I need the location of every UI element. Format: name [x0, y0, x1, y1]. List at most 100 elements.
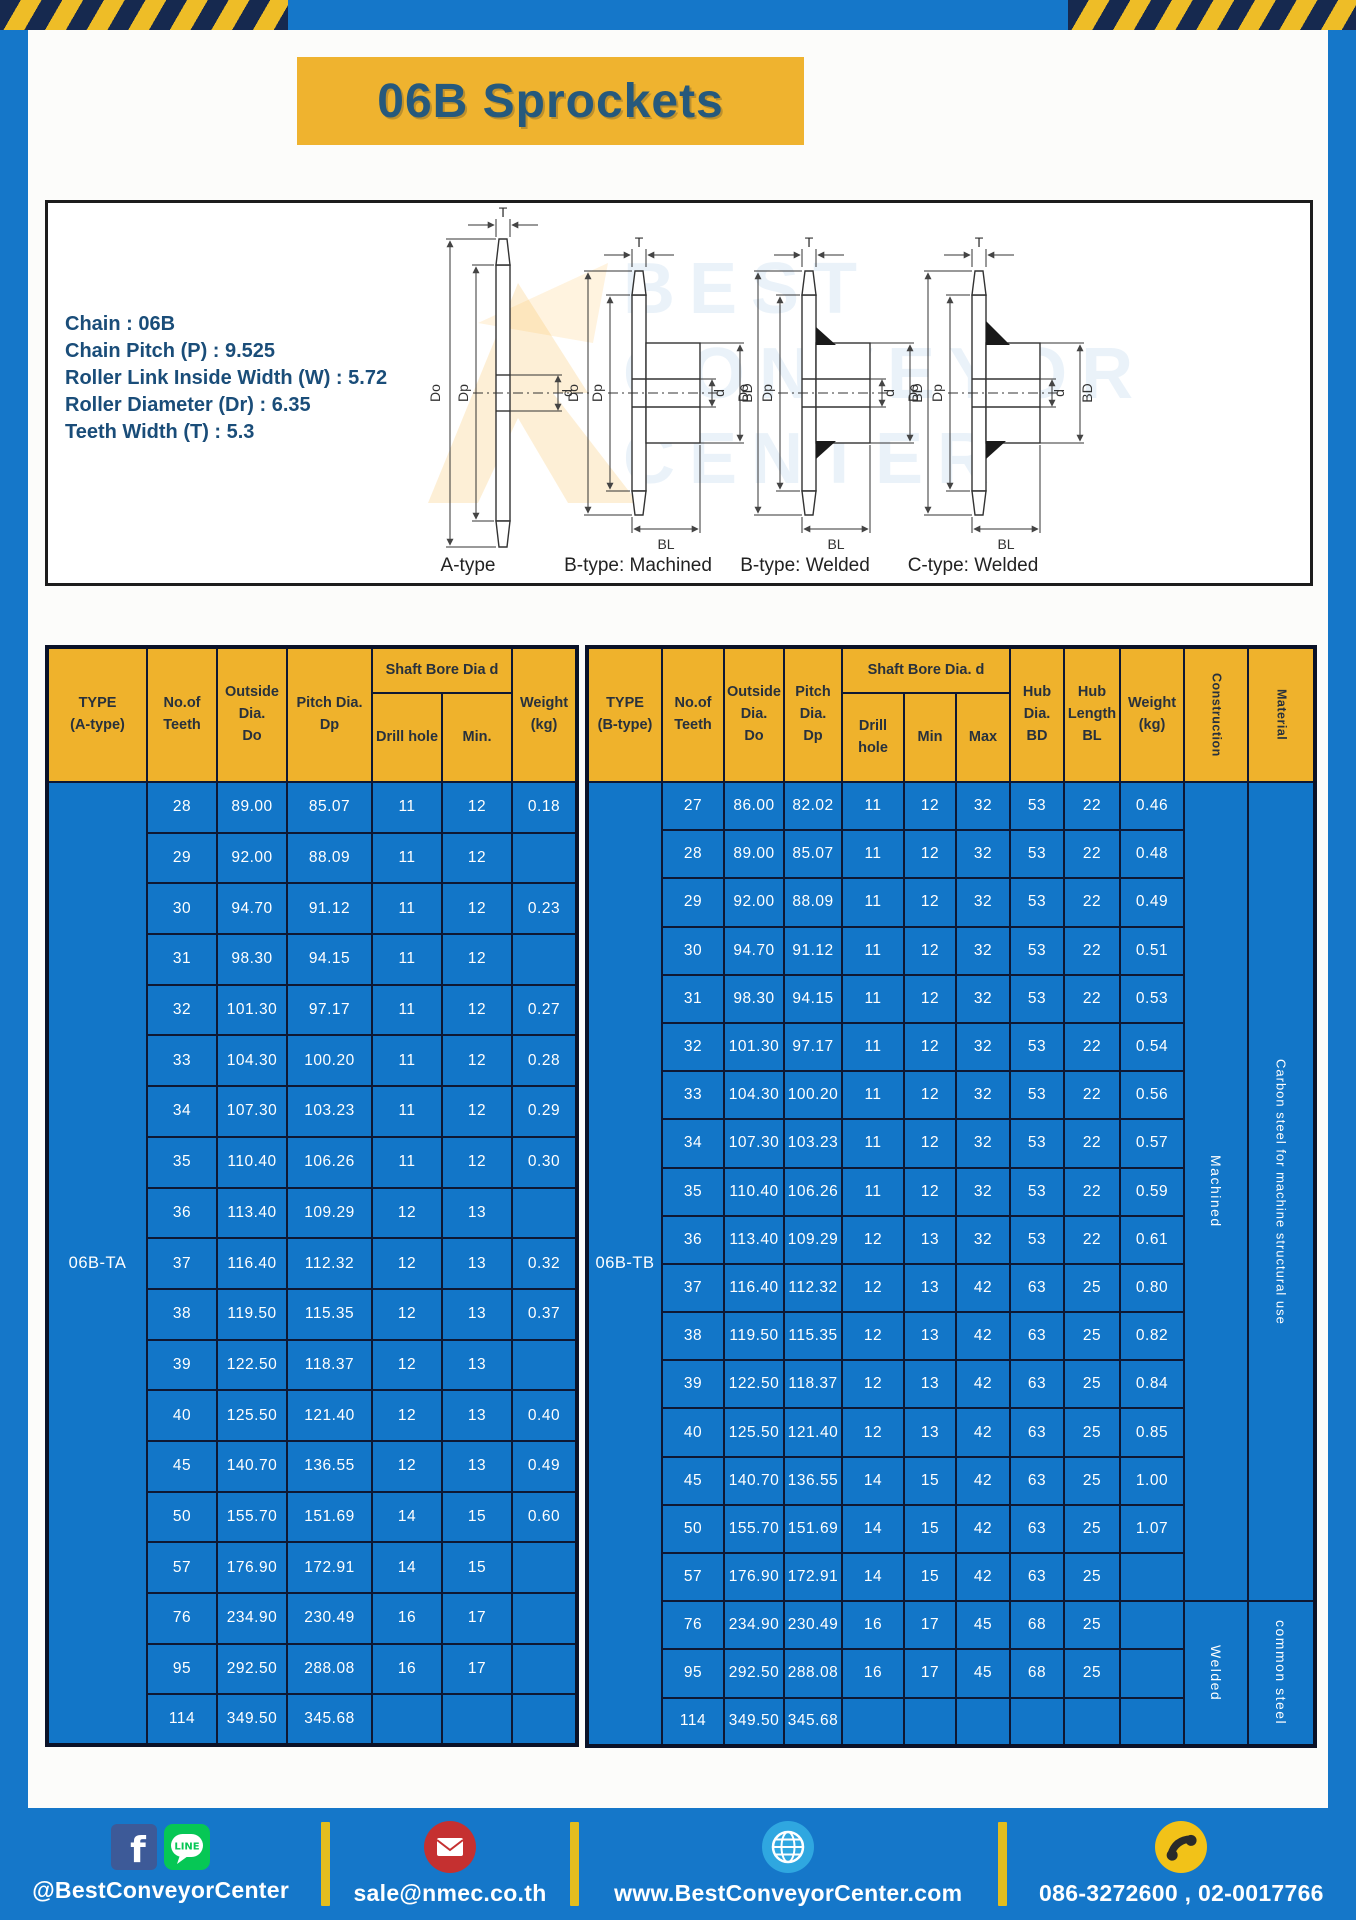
spec-teeth-width: Teeth Width (T) : 5.3 [65, 421, 255, 443]
table-cell: 25 [1063, 1455, 1121, 1506]
table-row: 31 98.30 94.15 11 12 32 53 22 0.53 [587, 973, 1315, 1024]
table-cell: 95 [146, 1642, 218, 1696]
table-cell: 34 [661, 1118, 725, 1169]
table-cell: 0.30 [511, 1135, 579, 1189]
table-row: 37 116.40 112.32 12 13 42 63 25 0.80 [587, 1262, 1315, 1314]
table-cell: 22 [1063, 1070, 1121, 1121]
table-cell: 100.20 [783, 1070, 843, 1121]
table-cell: 95 [661, 1648, 725, 1699]
table-cell: 17 [903, 1648, 957, 1699]
table-cell: 68 [1009, 1600, 1065, 1651]
table-cell: 151.69 [783, 1503, 843, 1555]
table-row: 50 155.70 151.69 14 15 42 63 25 1.07 [587, 1503, 1315, 1555]
table-cell: 292.50 [723, 1648, 785, 1699]
table-cell: 13 [903, 1214, 957, 1265]
table-cell: 11 [371, 831, 443, 885]
type-cell: 06B-TB [586, 781, 663, 1747]
table-cell [511, 1693, 579, 1747]
table-cell: 0.80 [1119, 1262, 1185, 1314]
table-cell: 0.85 [1119, 1407, 1185, 1458]
table-cell: 11 [371, 933, 443, 986]
table-row: 95 292.50 288.08 16 17 [47, 1642, 579, 1696]
table-cell: 91.12 [286, 882, 373, 936]
table-cell: 0.40 [511, 1389, 579, 1442]
table-cell [511, 831, 579, 885]
table-cell: 112.32 [286, 1237, 373, 1290]
table-cell: 345.68 [286, 1693, 373, 1747]
header-weight: Weight (kg) [1119, 646, 1185, 783]
table-cell: 25 [1063, 1359, 1121, 1410]
table-cell: 0.61 [1119, 1214, 1185, 1265]
table-cell: 0.60 [511, 1490, 579, 1544]
header-pitch-dia: Pitch Dia. Dp [783, 646, 843, 783]
watermark-line-1: BEST [623, 249, 871, 329]
table-cell: 76 [661, 1600, 725, 1651]
table-cell: 16 [371, 1592, 443, 1645]
table-cell: 11 [371, 1085, 443, 1138]
table-cell: 11 [841, 877, 905, 928]
table-cell: 38 [661, 1311, 725, 1362]
table-cell: 349.50 [723, 1696, 785, 1747]
table-cell: 118.37 [783, 1359, 843, 1410]
table-cell: 14 [371, 1541, 443, 1594]
table-cell: 230.49 [286, 1592, 373, 1645]
table-cell: 39 [661, 1359, 725, 1410]
table-cell: 12 [371, 1389, 443, 1442]
table-row: 35 110.40 106.26 11 12 0.30 [47, 1135, 579, 1189]
table-cell: 94.15 [783, 973, 843, 1024]
caption-a-type: A-type [440, 555, 496, 576]
table-cell: 57 [146, 1541, 218, 1594]
table-cell: 11 [841, 1118, 905, 1169]
table-cell: 32 [955, 925, 1011, 976]
table-cell: 115.35 [286, 1287, 373, 1341]
header-shaft-bore: Shaft Bore Dia d [370, 646, 514, 694]
title-banner: 06B Sprockets [297, 57, 804, 145]
table-cell: 119.50 [216, 1287, 288, 1341]
table-cell: 12 [440, 781, 514, 834]
table-cell: 155.70 [723, 1503, 785, 1555]
table-cell: 94.15 [286, 933, 373, 986]
table-cell: 345.68 [783, 1696, 843, 1747]
table-cell: 12 [903, 877, 957, 928]
svg-text:f: f [130, 1830, 146, 1870]
table-cell: 42 [955, 1262, 1011, 1314]
table-cell: 101.30 [723, 1021, 785, 1073]
table-cell: 11 [841, 1070, 905, 1121]
table-cell [1119, 1551, 1185, 1603]
sprocket-diagrams: T Do Dp d [427, 204, 1133, 583]
table-cell: 0.18 [511, 781, 579, 834]
table-cell: 25 [1063, 1262, 1121, 1314]
table-row: 76 234.90 230.49 16 17 45 68 25 Welded common ste… [587, 1600, 1316, 1747]
table-cell [1119, 1696, 1185, 1747]
header-min: Min [903, 692, 957, 783]
table-cell: 31 [661, 973, 725, 1024]
table-cell: 14 [841, 1455, 905, 1506]
table-cell: 22 [1063, 925, 1121, 976]
table-cell: 14 [841, 1503, 905, 1555]
table-cell: 15 [440, 1490, 514, 1544]
table-cell: 89.00 [723, 829, 785, 880]
table-cell: 22 [1063, 1021, 1121, 1073]
table-cell: 16 [371, 1642, 443, 1696]
table-cell: 32 [955, 1118, 1011, 1169]
facebook-handle: @BestConveyorCenter [32, 1877, 290, 1903]
dim-label-t: T [499, 204, 508, 220]
dim-label-dp: Dp [455, 384, 471, 402]
hazard-stripe-left [0, 0, 288, 30]
table-cell: 32 [955, 973, 1011, 1024]
table-cell [440, 1693, 514, 1747]
table-cell: 63 [1009, 1503, 1065, 1555]
table-cell [903, 1696, 957, 1747]
material-cell: common steel [1247, 1600, 1316, 1747]
header-min: Min. [440, 692, 514, 783]
table-cell: 22 [1063, 1214, 1121, 1265]
table-row: 33 104.30 100.20 11 12 32 53 22 0.56 [587, 1070, 1315, 1121]
header-pitch-dia: Pitch Dia. Dp [286, 646, 373, 783]
table-cell: 12 [841, 1311, 905, 1362]
table-cell: 12 [903, 1118, 957, 1169]
table-cell: 53 [1009, 1070, 1065, 1121]
phone-icon [1155, 1821, 1208, 1873]
table-cell: 63 [1009, 1455, 1065, 1506]
caption-b-type-machined: B-type: Machined [564, 555, 712, 576]
type-cell: 06B-TA [46, 780, 148, 1747]
